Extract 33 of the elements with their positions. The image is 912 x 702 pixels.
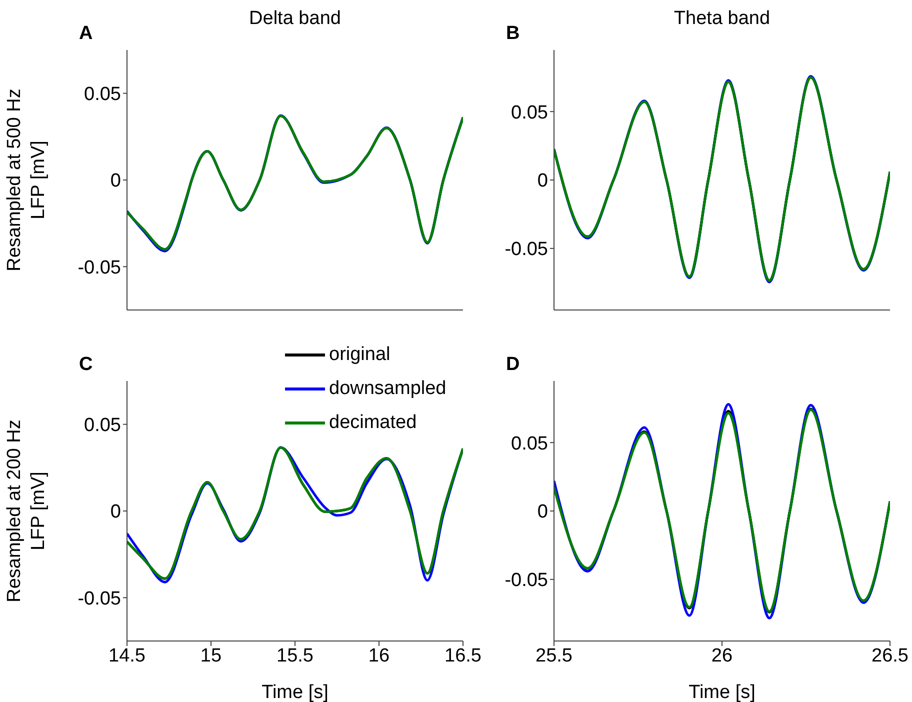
- y-tick-label: 0: [110, 502, 121, 523]
- chart-title: Theta band: [672, 8, 772, 30]
- x-tick-label: 14.5: [108, 645, 146, 666]
- y-tick-label: 0.05: [511, 102, 548, 124]
- x-tick-label: 16.5: [444, 645, 482, 666]
- y-axis-title: Resampled at 200 Hz LFP [mV]: [4, 420, 49, 602]
- legend-label: downsampled: [329, 378, 446, 400]
- text: D: [506, 354, 520, 376]
- x-tick-label: 26: [711, 645, 733, 666]
- y-tick-label: 0.05: [84, 415, 121, 436]
- x-tick-label: 25.5: [536, 645, 572, 666]
- y-tick-label: -0.05: [504, 239, 548, 260]
- x-tick-label: 15.5: [276, 645, 314, 666]
- y-tick-label: -0.05: [78, 257, 121, 278]
- x-tick-label: 15: [200, 645, 222, 666]
- chart-title: Delta band: [248, 8, 342, 30]
- text: C: [79, 354, 93, 376]
- y-tick-label: -0.05: [78, 588, 121, 610]
- y-tick-label: 0.05: [84, 84, 121, 106]
- legend-label: decimated: [329, 412, 417, 434]
- x-tick-label: 16: [368, 645, 390, 666]
- y-tick-label: 0.05: [511, 433, 548, 454]
- y-tick-label: 0: [537, 170, 548, 192]
- text: A: [79, 23, 93, 45]
- y-tick-label: 0: [537, 502, 548, 523]
- legend-label: original: [329, 344, 390, 366]
- y-axis-title: Resampled at 500 Hz LFP [mV]: [4, 88, 49, 272]
- x-axis-title: Time [s]: [688, 682, 756, 702]
- text: B: [506, 23, 520, 45]
- x-axis-title: Time [s]: [262, 682, 328, 702]
- y-tick-label: -0.05: [504, 570, 548, 592]
- y-tick-label: 0: [110, 170, 121, 192]
- x-tick-label: 26.5: [872, 645, 908, 666]
